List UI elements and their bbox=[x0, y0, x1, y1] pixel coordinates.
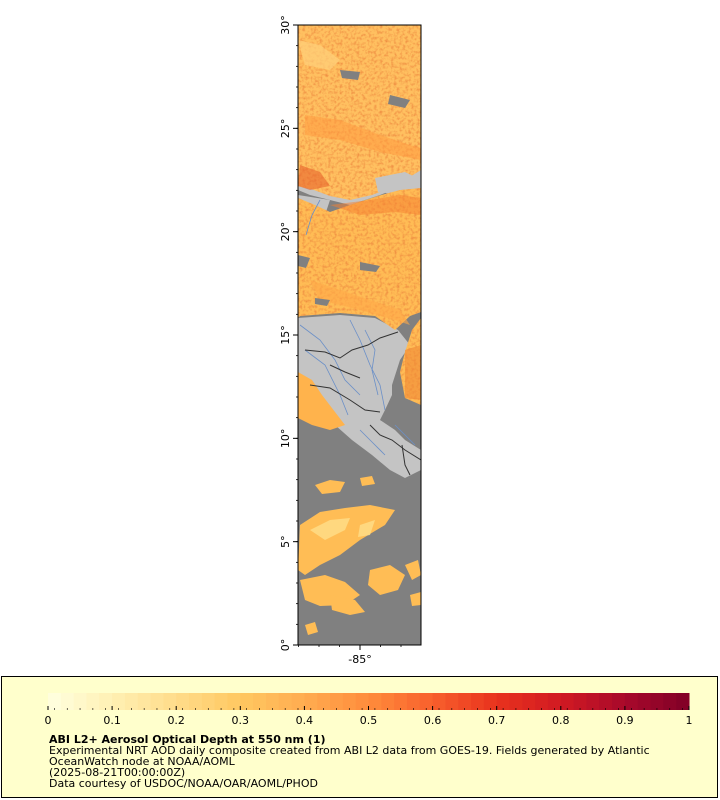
lat-tick-label: 30° bbox=[279, 15, 292, 35]
colorbar-cell bbox=[663, 693, 677, 710]
colorbar: 0 0.1 0.2 0.3 0.4 0.5 0.6 0.7 0.8 0.9 1 bbox=[45, 693, 693, 727]
colorbar-cell bbox=[278, 693, 293, 710]
colorbar-cell bbox=[560, 693, 575, 710]
colorbar-cell bbox=[599, 693, 613, 710]
colorbar-cell bbox=[317, 693, 331, 710]
longitude-axis: -85° bbox=[298, 645, 402, 666]
colorbar-cell bbox=[99, 693, 113, 710]
colorbar-cell bbox=[265, 693, 280, 710]
rivers bbox=[299, 199, 416, 456]
borders bbox=[304, 331, 421, 476]
colorbar-cell bbox=[86, 693, 100, 710]
colorbar-cell bbox=[137, 693, 152, 710]
colorbar-cell bbox=[496, 693, 511, 710]
aod-map: 0° 5° 10° 15° 20° 25° 30° -85° bbox=[279, 15, 422, 666]
colorbar-cell bbox=[253, 693, 267, 710]
colorbar-cell bbox=[112, 693, 126, 710]
lat-tick-label: 10° bbox=[279, 429, 292, 449]
colorbar-cell bbox=[214, 693, 228, 710]
legend-description-line-2: OceanWatch node at NOAA/AOML bbox=[49, 755, 235, 768]
colorbar-cell bbox=[547, 693, 562, 710]
colorbar-cell bbox=[189, 693, 203, 710]
colorbar-cell bbox=[406, 693, 421, 710]
colorbar-cell bbox=[432, 693, 446, 710]
colorbar-cell bbox=[330, 693, 344, 710]
colorbar-tick-label: 0.6 bbox=[424, 714, 442, 727]
colorbar-cell bbox=[624, 693, 639, 710]
colorbar-cell bbox=[355, 693, 369, 710]
legend-date: (2025-08-21T00:00:00Z) bbox=[49, 766, 186, 779]
colorbar-cell bbox=[381, 693, 395, 710]
colorbar-cell bbox=[522, 693, 536, 710]
colorbar-cell bbox=[573, 693, 587, 710]
colorbar-tick-label: 0.1 bbox=[103, 714, 121, 727]
legend-description-line-1: Experimental NRT AOD daily composite cre… bbox=[49, 744, 650, 757]
colorbar-tick-label: 0.3 bbox=[232, 714, 250, 727]
colorbar-cell bbox=[124, 693, 139, 710]
legend-credit: Data courtesy of USDOC/NOAA/OAR/AOML/PHO… bbox=[49, 777, 318, 790]
latitude-axis: 0° 5° 10° 15° 20° 25° 30° bbox=[279, 15, 298, 651]
colorbar-cell bbox=[471, 693, 485, 710]
legend-title: ABI L2+ Aerosol Optical Depth at 550 nm … bbox=[49, 733, 326, 746]
legend-panel: 0 0.1 0.2 0.3 0.4 0.5 0.6 0.7 0.8 0.9 1 ABI L2+ Ae… bbox=[1, 676, 718, 798]
colorbar-cell bbox=[445, 693, 459, 710]
colorbar-tick-label: 0.4 bbox=[296, 714, 314, 727]
colorbar-cell bbox=[458, 693, 472, 710]
lat-tick-label: 0° bbox=[279, 639, 292, 652]
aod-field bbox=[298, 25, 421, 430]
aod-patches-south bbox=[298, 476, 421, 635]
colorbar-cell bbox=[342, 693, 357, 710]
lat-tick-label: 20° bbox=[279, 222, 292, 242]
colorbar-tick-label: 0.5 bbox=[360, 714, 378, 727]
colorbar-tick-label: 0.2 bbox=[167, 714, 185, 727]
colorbar-cell bbox=[419, 693, 434, 710]
colorbar-cell bbox=[637, 693, 652, 710]
colorbar-cell bbox=[676, 693, 690, 710]
colorbar-cell bbox=[483, 693, 498, 710]
colorbar-cell bbox=[48, 693, 62, 710]
colorbar-tick-label: 0.7 bbox=[488, 714, 506, 727]
colorbar-cell bbox=[240, 693, 254, 710]
colorbar-cell bbox=[304, 693, 318, 710]
colorbar-cell bbox=[73, 693, 87, 710]
colorbar-cell bbox=[368, 693, 382, 710]
colorbar-cell bbox=[163, 693, 177, 710]
colorbar-cell bbox=[612, 693, 626, 710]
lat-tick-label: 15° bbox=[279, 325, 292, 345]
colorbar-cell bbox=[176, 693, 190, 710]
colorbar-cell bbox=[509, 693, 523, 710]
colorbar-cell bbox=[650, 693, 664, 710]
colorbar-cell bbox=[535, 693, 549, 710]
colorbar-cell bbox=[291, 693, 305, 710]
colorbar-cell bbox=[394, 693, 408, 710]
colorbar-cell bbox=[586, 693, 600, 710]
lat-tick-label: 5° bbox=[279, 535, 292, 548]
colorbar-cell bbox=[227, 693, 241, 710]
lat-tick-label: 25° bbox=[279, 119, 292, 139]
colorbar-tick-label: 1 bbox=[686, 714, 693, 727]
colorbar-tick-label: 0.8 bbox=[552, 714, 570, 727]
lon-tick-label: -85° bbox=[348, 653, 371, 666]
colorbar-cell bbox=[201, 693, 216, 710]
colorbar-tick-label: 0.9 bbox=[616, 714, 634, 727]
colorbar-cell bbox=[60, 693, 75, 710]
colorbar-cell bbox=[150, 693, 164, 710]
colorbar-tick-label: 0 bbox=[45, 714, 52, 727]
